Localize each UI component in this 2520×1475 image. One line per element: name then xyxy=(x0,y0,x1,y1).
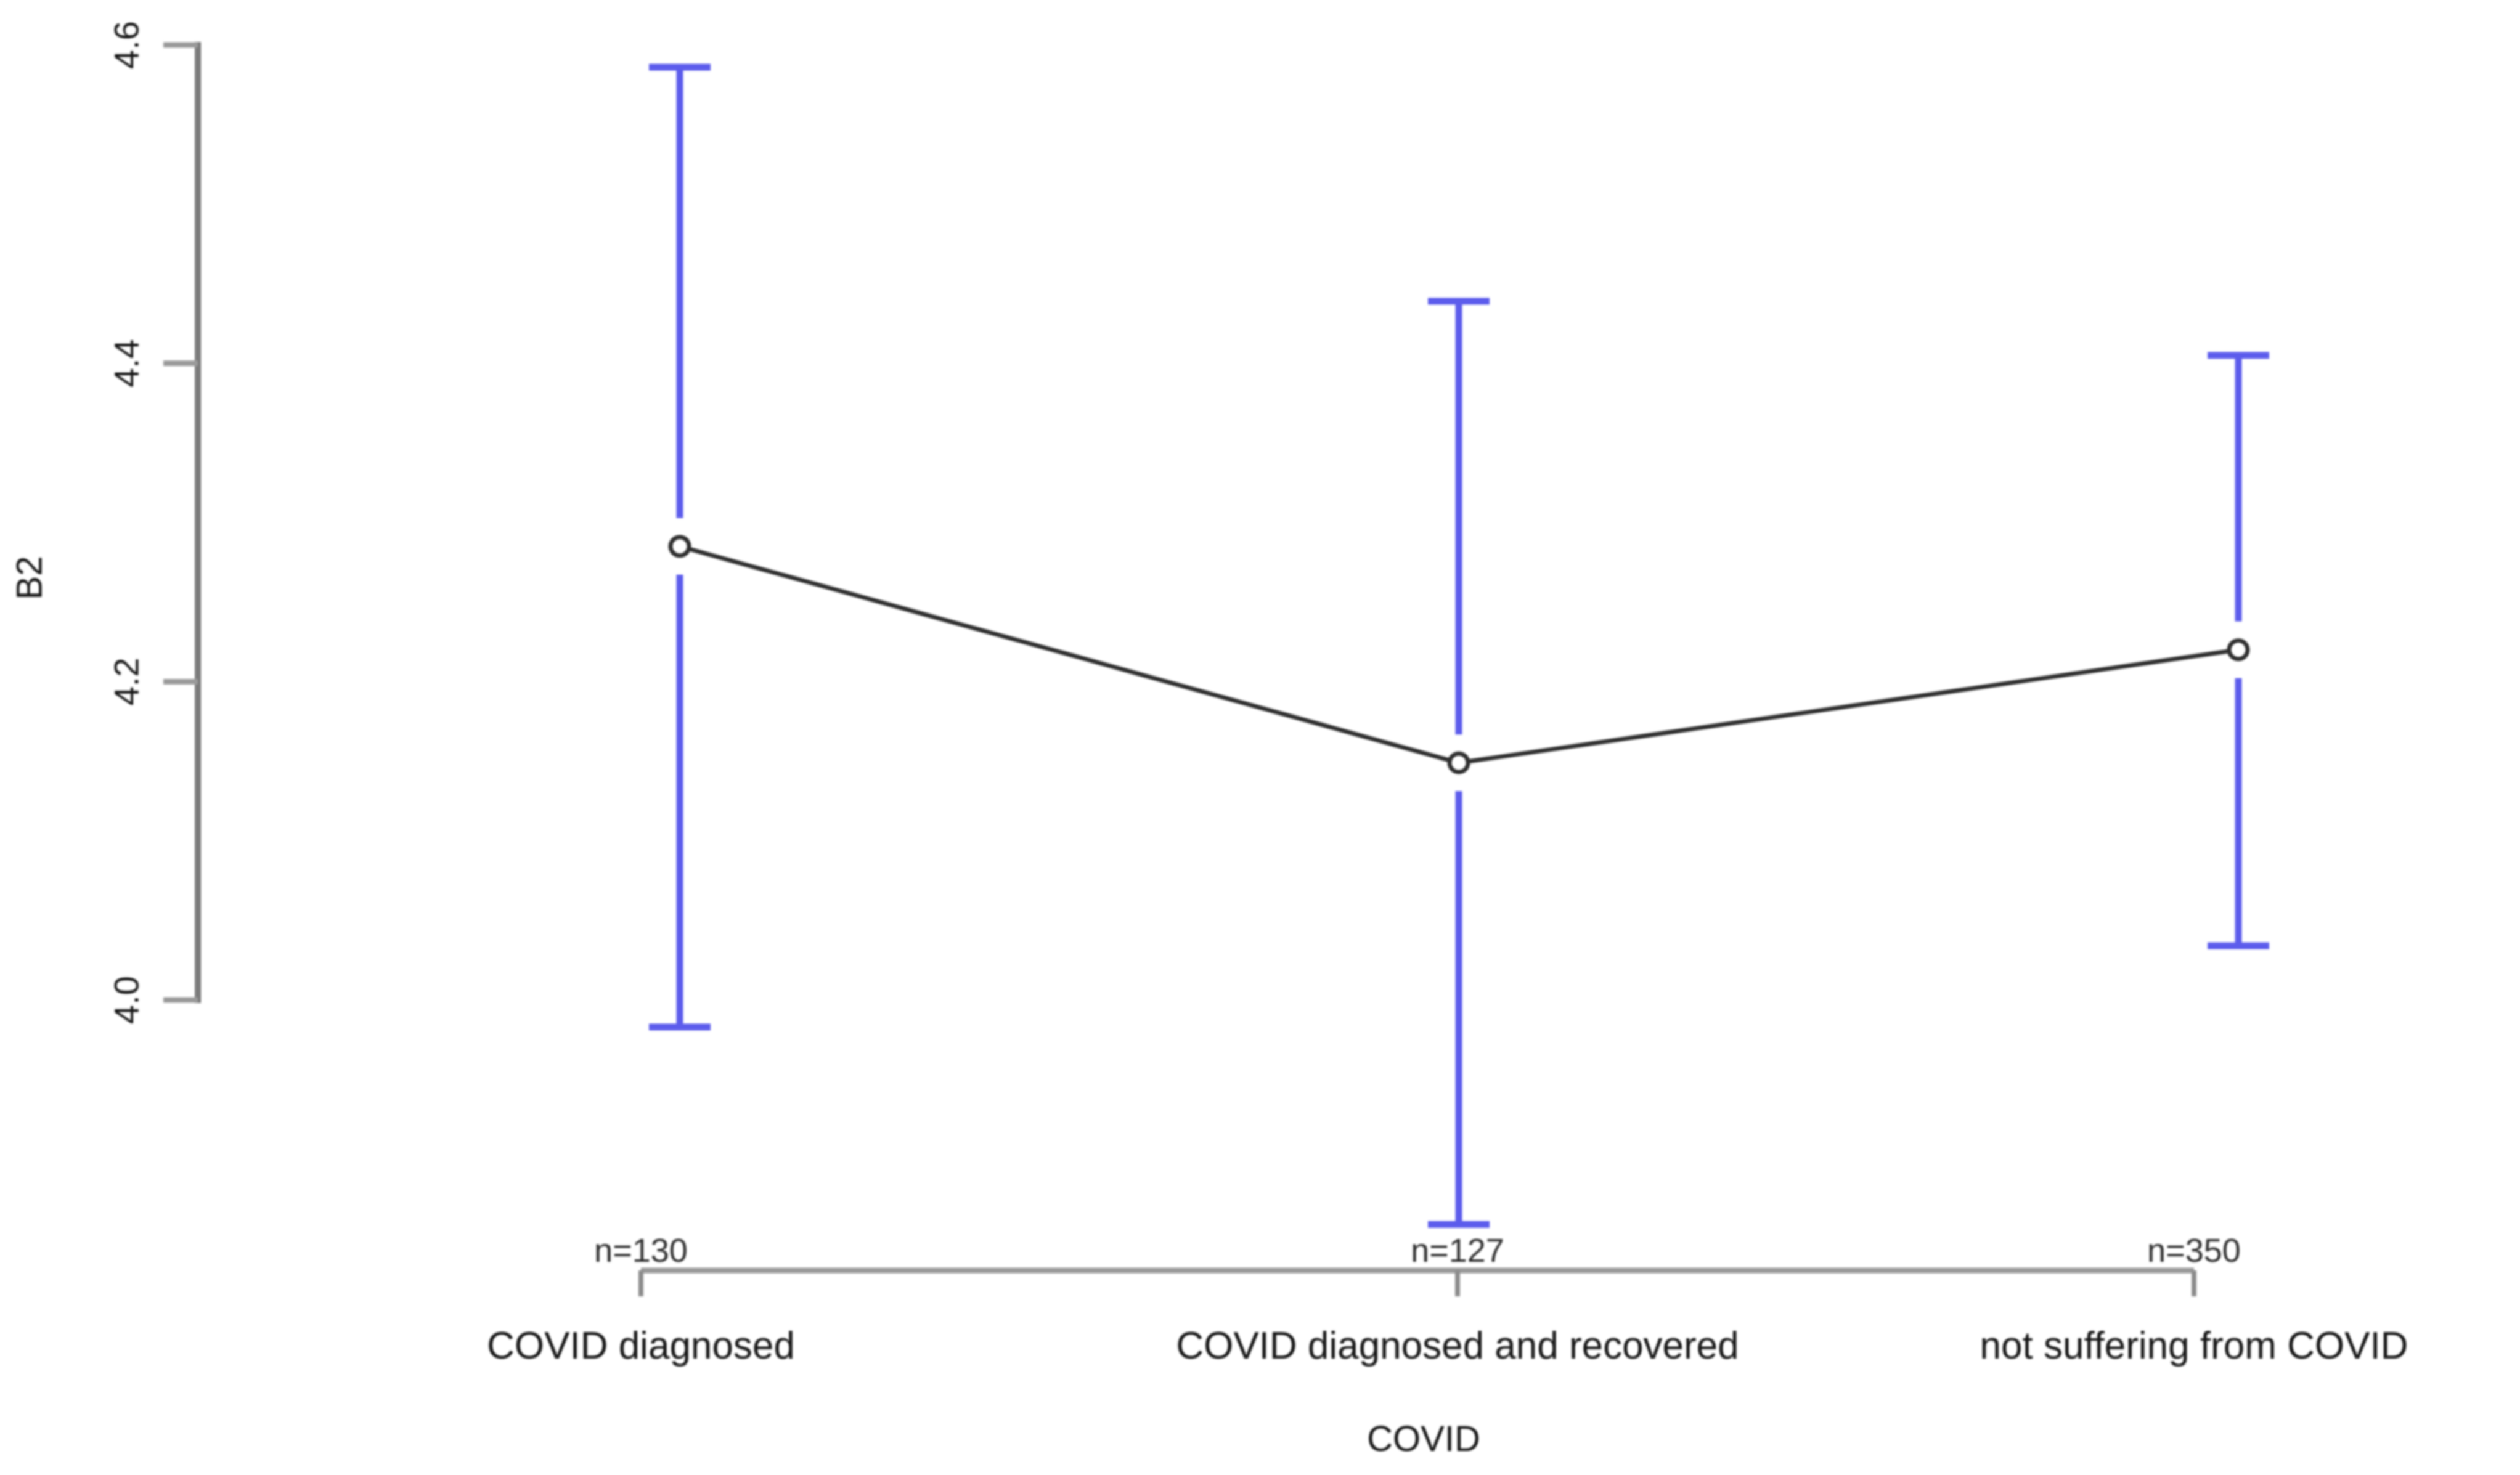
x-group-label: COVID diagnosed xyxy=(487,1325,795,1367)
y-tick-label: 4.0 xyxy=(107,976,146,1024)
mean-marker xyxy=(668,535,691,558)
n-count-label: n=127 xyxy=(1411,1232,1504,1269)
y-tick-label: 4.2 xyxy=(107,657,146,705)
mean-marker xyxy=(2227,638,2250,662)
n-count-label: n=130 xyxy=(594,1232,688,1269)
x-axis-title: COVID xyxy=(1367,1419,1480,1459)
x-group-label: COVID diagnosed and recovered xyxy=(1176,1325,1739,1367)
y-tick-label: 4.6 xyxy=(107,21,146,69)
y-tick-label: 4.4 xyxy=(107,339,146,388)
series-line-segment xyxy=(1458,648,2239,765)
n-count-label: n=350 xyxy=(2147,1232,2241,1269)
series-line-segment xyxy=(679,544,1459,765)
x-group-label: not suffering from COVID xyxy=(1980,1325,2408,1367)
y-axis-title: B2 xyxy=(10,556,50,600)
mean-marker xyxy=(1447,751,1470,774)
